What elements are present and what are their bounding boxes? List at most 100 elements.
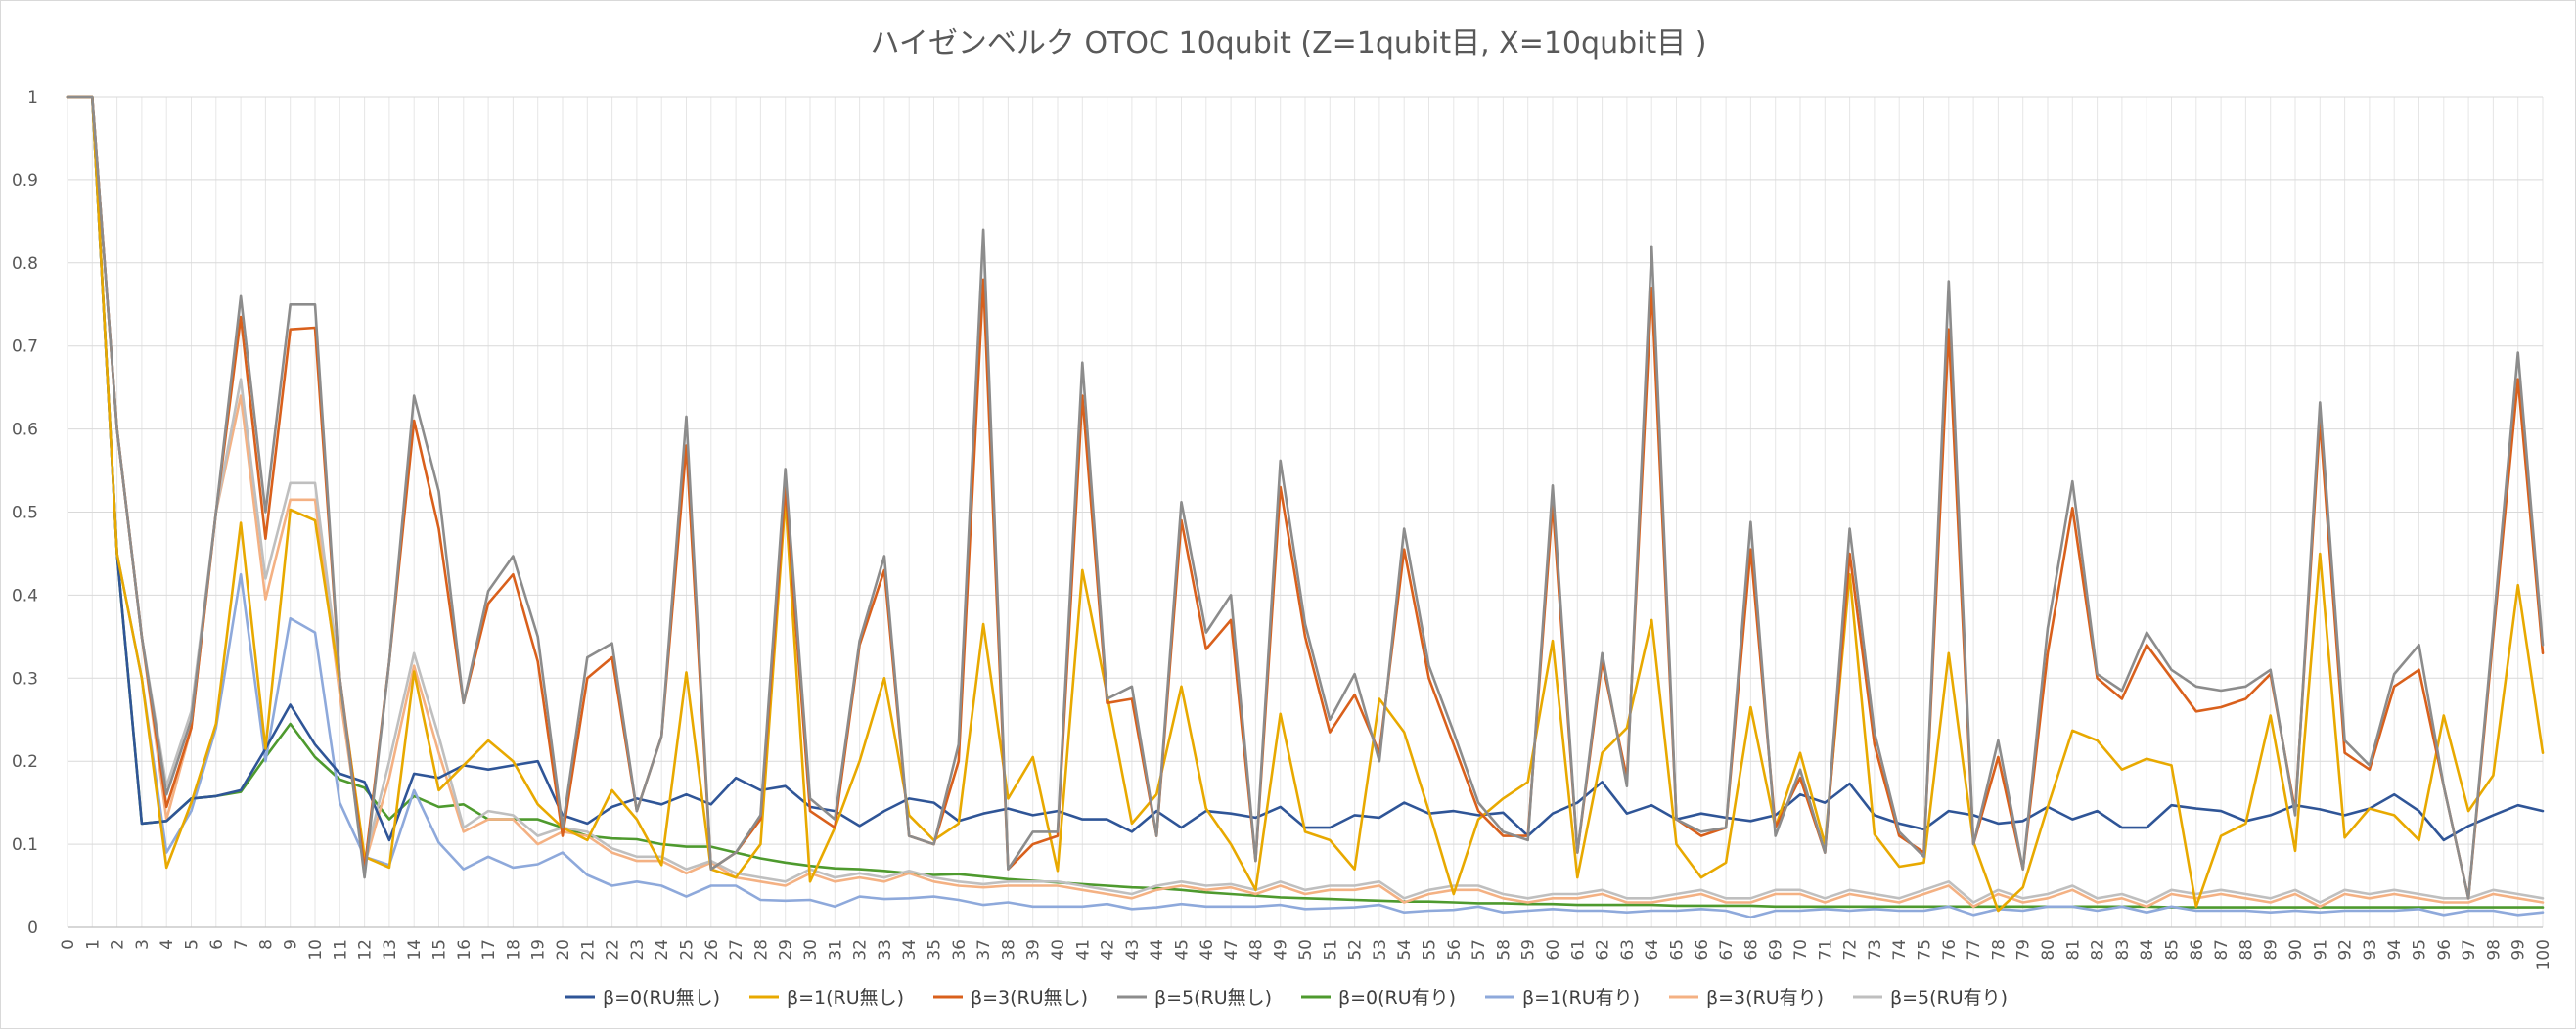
- x-tick-label: 85: [2163, 939, 2183, 961]
- x-tick-label: 61: [1568, 939, 1588, 961]
- x-tick-label: 72: [1841, 939, 1861, 961]
- gridlines: [67, 96, 2544, 928]
- x-tick-label: 37: [974, 939, 994, 961]
- x-tick-label: 18: [504, 939, 523, 961]
- x-tick-label: 67: [1717, 939, 1737, 961]
- x-tick-label: 99: [2509, 939, 2529, 961]
- x-tick-label: 38: [999, 939, 1018, 961]
- x-tick-label: 49: [1272, 939, 1291, 961]
- x-tick-label: 89: [2262, 939, 2282, 961]
- x-tick-label: 2: [109, 939, 128, 950]
- x-tick-label: 26: [702, 939, 722, 961]
- x-tick-label: 42: [1099, 939, 1118, 961]
- x-tick-label: 24: [653, 939, 672, 961]
- x-tick-label: 81: [2063, 939, 2083, 961]
- x-tick-label: 80: [2039, 939, 2058, 961]
- x-tick-label: 84: [2138, 939, 2157, 961]
- x-tick-label: 3: [133, 939, 153, 950]
- x-tick-label: 9: [282, 939, 301, 950]
- x-tick-label: 12: [356, 939, 376, 961]
- x-tick-label: 40: [1049, 939, 1068, 961]
- x-tick-label: 83: [2113, 939, 2133, 961]
- x-tick-label: 25: [678, 939, 698, 961]
- x-tick-label: 64: [1643, 939, 1662, 961]
- x-tick-label: 27: [727, 939, 746, 961]
- legend-label: β=1(RU有り): [1522, 987, 1640, 1008]
- x-tick-label: 75: [1916, 939, 1935, 961]
- x-tick-label: 0: [59, 939, 78, 950]
- x-tick-label: 32: [851, 939, 871, 961]
- y-tick-label: 0.1: [12, 835, 38, 855]
- legend-label: β=1(RU無し): [787, 987, 904, 1008]
- x-tick-label: 65: [1668, 939, 1688, 961]
- x-tick-label: 90: [2286, 939, 2306, 961]
- y-tick-label: 0.2: [12, 752, 38, 772]
- series-line-4: [66, 95, 2545, 900]
- x-tick-label: 98: [2484, 939, 2504, 961]
- x-tick-label: 97: [2460, 939, 2479, 961]
- x-tick-label: 8: [256, 939, 276, 950]
- x-tick-label: 88: [2237, 939, 2256, 961]
- x-tick-label: 82: [2089, 939, 2108, 961]
- x-tick-label: 34: [900, 939, 920, 961]
- x-tick-label: 53: [1371, 939, 1390, 961]
- series-line-3: [66, 95, 2545, 900]
- x-tick-label: 30: [801, 939, 821, 961]
- x-tick-label: 66: [1693, 939, 1712, 961]
- x-tick-label: 11: [331, 939, 350, 961]
- x-tick-label: 93: [2361, 939, 2380, 961]
- x-tick-label: 100: [2534, 939, 2553, 970]
- x-tick-label: 10: [306, 939, 326, 961]
- x-tick-label: 77: [1965, 939, 1984, 961]
- x-tick-label: 96: [2435, 939, 2455, 961]
- series-line-6: [66, 95, 2545, 919]
- x-tick-label: 87: [2212, 939, 2232, 961]
- x-tick-label: 79: [2014, 939, 2034, 961]
- x-tick-label: 14: [405, 939, 425, 961]
- x-tick-label: 74: [1890, 939, 1910, 961]
- x-tick-label: 44: [1148, 939, 1167, 961]
- x-tick-label: 33: [876, 939, 895, 961]
- y-tick-label: 0.8: [12, 254, 38, 274]
- y-tick-label: 0.4: [12, 586, 38, 605]
- y-tick-label: 0.9: [12, 171, 38, 191]
- x-tick-label: 63: [1618, 939, 1638, 961]
- x-tick-label: 70: [1791, 939, 1811, 961]
- x-tick-label: 29: [777, 939, 796, 961]
- x-tick-label: 95: [2411, 939, 2430, 961]
- x-tick-label: 28: [751, 939, 771, 961]
- legend: β=0(RU無し) β=1(RU無し) β=3(RU無し) β=5(RU無し) β=0(…: [565, 987, 2008, 1008]
- series-line-2: [66, 95, 2545, 913]
- y-tick-label: 1: [27, 88, 38, 108]
- x-tick-label: 21: [578, 939, 598, 961]
- x-tick-label: 45: [1173, 939, 1193, 961]
- x-tick-label: 17: [479, 939, 499, 961]
- series-lines: [66, 95, 2545, 919]
- x-tick-label: 43: [1123, 939, 1143, 961]
- x-tick-label: 92: [2336, 939, 2356, 961]
- x-tick-label: 47: [1222, 939, 1242, 961]
- legend-label: β=3(RU無し): [971, 987, 1088, 1008]
- x-tick-label: 60: [1544, 939, 1563, 961]
- series-line-8: [66, 95, 2545, 904]
- x-tick-label: 46: [1198, 939, 1217, 961]
- legend-label: β=5(RU無し): [1154, 987, 1272, 1008]
- chart-title: ハイゼンベルク OTOC 10qubit (Z=1qubit目, X=10qub…: [871, 26, 1707, 61]
- x-tick-label: 6: [207, 939, 227, 950]
- x-tick-label: 1: [83, 939, 103, 950]
- legend-label: β=3(RU有り): [1706, 987, 1824, 1008]
- legend-label: β=0(RU無し): [603, 987, 720, 1008]
- y-tick-label: 0.3: [12, 669, 38, 689]
- x-tick-label: 51: [1321, 939, 1340, 961]
- x-tick-label: 57: [1469, 939, 1489, 961]
- x-tick-label: 13: [381, 939, 400, 961]
- x-tick-label: 55: [1421, 939, 1440, 961]
- legend-label: β=5(RU有り): [1890, 987, 2008, 1008]
- x-tick-label: 69: [1767, 939, 1786, 961]
- x-tick-label: 54: [1395, 939, 1415, 961]
- x-tick-label: 41: [1073, 939, 1093, 961]
- x-tick-label: 59: [1519, 939, 1539, 961]
- x-tick-label: 4: [158, 939, 177, 950]
- x-tick-label: 94: [2385, 939, 2405, 961]
